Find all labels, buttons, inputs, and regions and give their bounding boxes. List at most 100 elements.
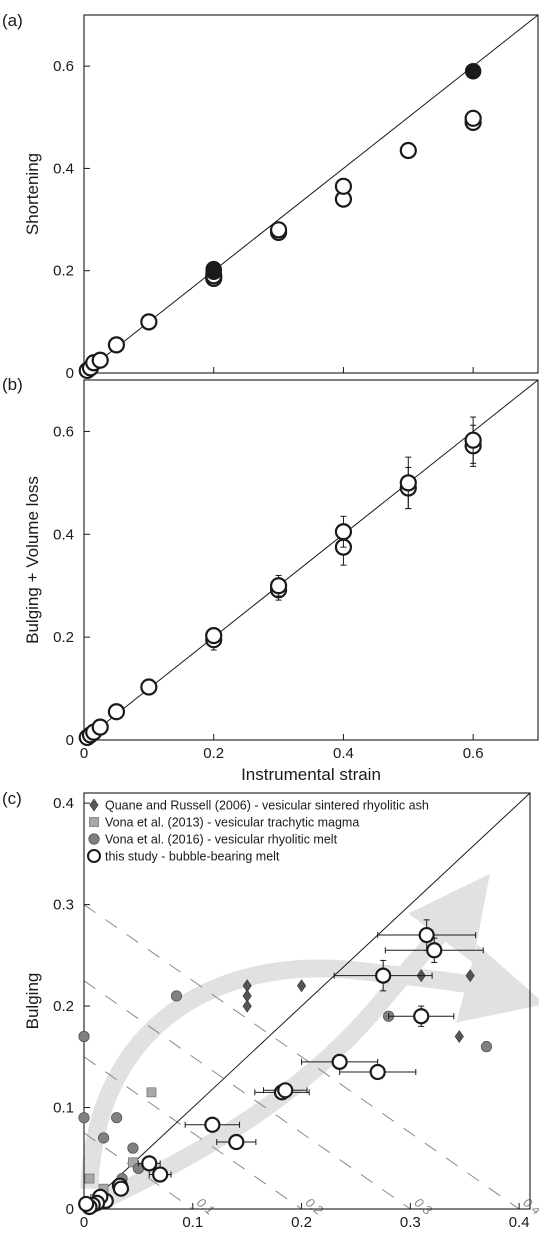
panel-label: (b) xyxy=(2,375,23,394)
x-tick-label: 0.6 xyxy=(463,745,484,762)
panel-label: (c) xyxy=(2,789,22,808)
data-point xyxy=(91,351,109,369)
y-tick-label: 0.2 xyxy=(53,263,74,280)
x-tick-label: 0.1 xyxy=(182,1214,203,1231)
y-tick-label: 0.1 xyxy=(53,1100,74,1117)
y-tick-label: 0 xyxy=(66,1201,74,1218)
data-point xyxy=(464,431,482,449)
panel-b: (b) 0 0.2 0.4 0.6 0 0.2 0.4 0.6 Bulging + Volume … xyxy=(2,375,539,784)
x-axis-title: Instrumental strain xyxy=(241,765,381,784)
data-point xyxy=(146,1087,157,1098)
y-axis-title: Bulging + Volume loss xyxy=(23,476,42,644)
data-point xyxy=(91,718,109,736)
data-point xyxy=(78,1112,90,1124)
data-point xyxy=(112,1180,130,1197)
x-tick-label: 0.3 xyxy=(400,1214,421,1231)
data-point xyxy=(418,926,435,944)
data-point xyxy=(426,942,443,959)
axes-frame xyxy=(83,792,531,1210)
legend-marker xyxy=(88,833,100,845)
x-tick-label: 0.2 xyxy=(203,745,224,762)
legend-marker xyxy=(89,817,99,827)
axes-frame xyxy=(83,14,539,374)
one-to-one-line xyxy=(83,14,539,374)
legend-label: Vona et al. (2013) - vesicular trachytic… xyxy=(105,816,359,830)
series xyxy=(242,969,475,1044)
data-point xyxy=(296,979,307,993)
data-point xyxy=(465,969,475,983)
axes-frame xyxy=(83,379,539,741)
data-point xyxy=(228,1133,245,1151)
data-point xyxy=(464,109,482,127)
x-tick-label: 0 xyxy=(80,745,88,762)
data-point xyxy=(464,63,482,80)
y-tick-label: 0.4 xyxy=(53,526,74,543)
data-point xyxy=(277,1082,294,1099)
y-tick-label: 0.6 xyxy=(53,58,74,75)
data-point xyxy=(369,1063,386,1081)
data-point xyxy=(205,260,222,278)
data-point xyxy=(480,1041,493,1053)
data-point xyxy=(205,626,223,645)
x-tick-label: 0.2 xyxy=(291,1214,312,1231)
data-point xyxy=(334,177,353,195)
lower-trend-arrow xyxy=(91,873,490,1213)
data-point xyxy=(107,703,126,721)
data-point xyxy=(78,1195,95,1213)
series xyxy=(205,63,482,280)
data-point xyxy=(242,999,252,1013)
y-tick-label: 0.2 xyxy=(53,998,74,1015)
data-point xyxy=(97,1132,110,1144)
y-tick-label: 0.4 xyxy=(53,160,74,177)
data-point xyxy=(111,1112,123,1124)
data-point xyxy=(204,1116,221,1133)
y-tick-label: 0.6 xyxy=(53,423,74,440)
data-point xyxy=(140,678,158,696)
x-tick-label: 0.4 xyxy=(333,745,354,762)
data-point xyxy=(269,577,288,595)
data-point xyxy=(399,141,417,160)
legend: Quane and Russell (2006) - vesicular sin… xyxy=(87,798,429,864)
data-point xyxy=(78,1030,90,1043)
data-point xyxy=(413,1008,430,1025)
one-to-one-line xyxy=(83,792,531,1210)
data-point xyxy=(269,221,288,239)
data-point xyxy=(334,523,353,541)
data-point xyxy=(170,990,183,1002)
y-axis-title: Shortening xyxy=(23,153,42,235)
data-point xyxy=(399,474,417,492)
panel-a: (a) 0 0.2 0.4 0.6 Shortening xyxy=(2,11,539,382)
data-point xyxy=(127,1142,139,1154)
series xyxy=(78,416,482,747)
one-to-one-line xyxy=(83,379,539,741)
x-axis-title: Volume loss xyxy=(261,1234,353,1237)
x-tick-label: 0 xyxy=(80,1214,88,1231)
panel-label: (a) xyxy=(2,11,23,30)
iso-strain-line xyxy=(83,1132,194,1210)
y-tick-label: 0 xyxy=(66,365,74,382)
series xyxy=(78,109,482,380)
legend-label: Vona et al. (2016) - vesicular rhyolitic… xyxy=(105,833,338,847)
data-point xyxy=(375,967,392,984)
data-point xyxy=(128,1157,138,1168)
legend-label: this study - bubble-bearing melt xyxy=(105,850,280,864)
iso-strain-line xyxy=(83,904,520,1210)
y-tick-label: 0.3 xyxy=(53,897,74,914)
legend-marker xyxy=(89,798,99,812)
data-point xyxy=(331,1053,348,1070)
legend-marker xyxy=(87,849,101,863)
data-point xyxy=(140,313,158,331)
data-point xyxy=(107,336,126,354)
series xyxy=(78,919,484,1216)
legend-label: Quane and Russell (2006) - vesicular sin… xyxy=(105,799,429,813)
data-point xyxy=(141,1155,158,1172)
y-tick-label: 0.2 xyxy=(53,629,74,646)
panel-c: (c)0.1 0.2 0.3 0.400.10.20.30.40 0.1 0.2 0.3 0.… xyxy=(2,789,539,1237)
iso-strain-line xyxy=(83,1056,302,1210)
data-point xyxy=(84,1173,95,1184)
y-axis-title: Bulging xyxy=(23,973,42,1030)
y-tick-label: 0.4 xyxy=(53,795,74,812)
x-tick-label: 0.4 xyxy=(509,1214,530,1231)
y-tick-label: 0 xyxy=(66,732,74,749)
